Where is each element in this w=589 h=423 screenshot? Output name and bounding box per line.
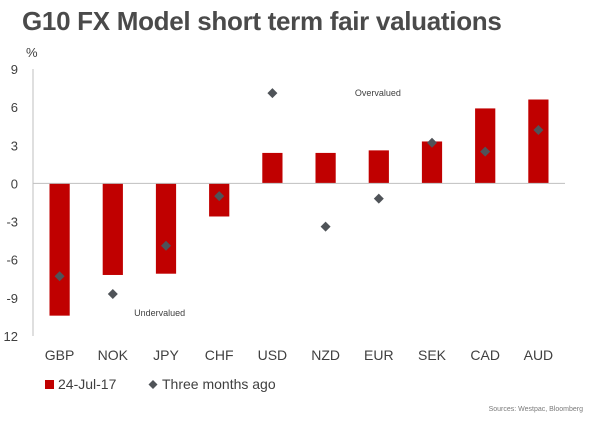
bar-eur [368,150,389,184]
y-tick-label: -9 [6,291,18,306]
y-tick-label: -3 [6,215,18,230]
x-tick-label: AUD [524,347,554,363]
y-axis-label: % [26,45,38,60]
x-tick-label: CHF [205,347,234,363]
y-tick-label: 9 [11,62,18,77]
y-tick-label: 6 [11,100,18,115]
bar-aud [528,99,549,184]
bar-cad [475,108,496,184]
x-tick-label: NOK [98,347,129,363]
marker-nzd [320,221,331,232]
bar-sek [421,141,443,184]
legend-marker-swatch [148,380,158,389]
annotation-undervalued: Undervalued [134,308,185,318]
x-tick-label: NZD [311,347,340,363]
annotation-overvalued: Overvalued [355,88,401,98]
y-tick-label: -6 [6,253,18,268]
marker-gbp [54,271,65,282]
marker-aud [533,125,544,136]
marker-chf [214,191,225,202]
bar-nzd [315,152,336,184]
y-tick-label: 3 [11,138,18,153]
marker-jpy [161,240,171,251]
chart-title: G10 FX Model short term fair valuations [22,6,502,36]
marker-eur [373,193,384,204]
bar-nok [102,183,123,275]
marker-cad [480,146,491,157]
x-tick-label: GBP [45,347,75,363]
bar-usd [262,152,283,184]
x-tick-label: JPY [153,347,179,363]
marker-nok [107,289,118,300]
marker-sek [427,137,437,148]
y-tick-label: 0 [11,176,18,191]
bar-jpy [155,183,177,274]
source-note: Sources: Westpac, Bloomberg [488,406,583,413]
x-tick-label: EUR [364,347,394,363]
y-tick-label: 12 [4,329,18,344]
x-tick-label: CAD [470,347,500,363]
legend-marker-label: Three months ago [162,376,276,392]
marker-usd [267,88,278,99]
x-tick-label: SEK [418,347,447,363]
legend-bar-swatch [45,380,54,389]
x-tick-label: USD [258,347,288,363]
legend-bar-label: 24-Jul-17 [58,376,117,392]
bar-gbp [49,183,70,316]
